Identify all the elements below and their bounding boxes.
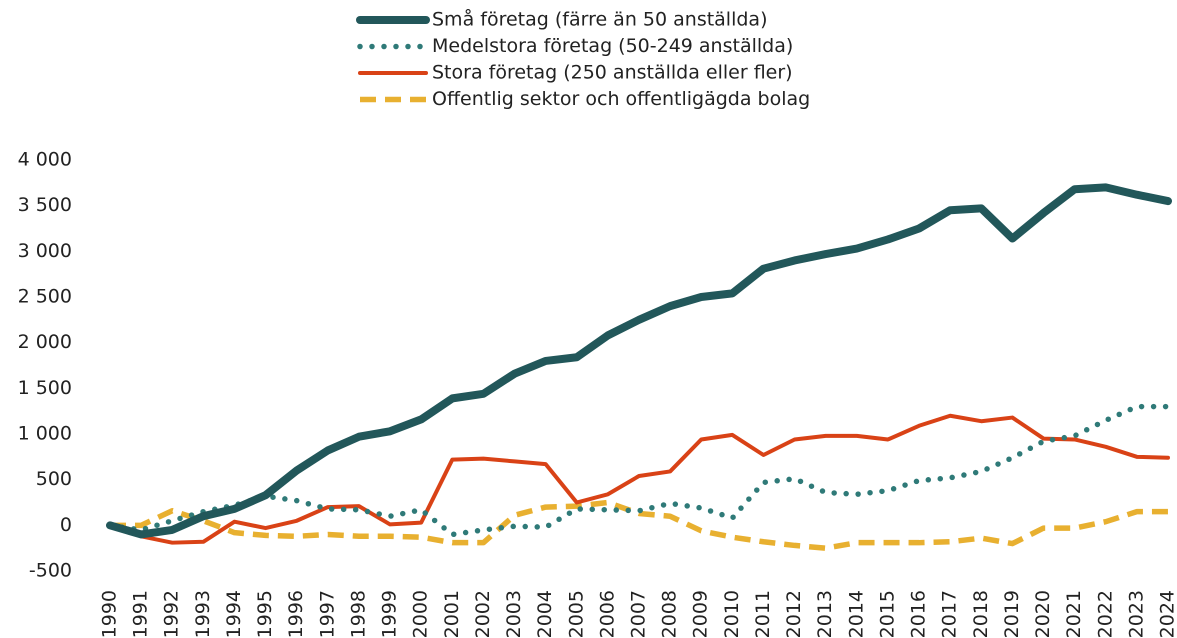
series-line <box>106 183 1172 539</box>
series-line <box>110 499 1168 551</box>
x-tick-label: 2010 <box>721 590 743 638</box>
x-tick-label: 2021 <box>1063 590 1085 638</box>
x-tick-label: 2002 <box>472 590 494 638</box>
x-tick-label: 2006 <box>596 590 618 638</box>
x-tick-label: 1992 <box>161 590 183 638</box>
y-tick-label: 500 <box>36 468 72 490</box>
x-tick-label: 1994 <box>223 590 245 638</box>
x-tick-label: 1999 <box>379 590 401 638</box>
x-tick-label: 2022 <box>1094 590 1116 638</box>
y-tick-label: 1 000 <box>18 423 72 445</box>
legend-label: Medelstora företag (50-249 anställda) <box>432 35 793 57</box>
x-tick-label: 2008 <box>659 590 681 638</box>
legend-label: Offentlig sektor och offentligägda bolag <box>432 88 810 110</box>
series-line <box>107 403 1171 538</box>
x-tick-label: 2001 <box>441 590 463 638</box>
x-tick-label: 2019 <box>1001 590 1023 638</box>
x-tick-label: 2024 <box>1157 590 1177 638</box>
y-tick-label: -500 <box>29 560 72 582</box>
y-tick-label: 4 000 <box>18 149 72 171</box>
legend-label: Stora företag (250 anställda eller fler) <box>432 62 793 84</box>
x-tick-label: 1990 <box>99 590 121 638</box>
x-tick-label: 2014 <box>845 590 867 638</box>
y-tick-label: 1 500 <box>18 377 72 399</box>
x-tick-label: 2013 <box>814 590 836 638</box>
legend-label: Små företag (färre än 50 anställda) <box>432 8 767 31</box>
x-tick-label: 2011 <box>752 590 774 638</box>
x-tick-label: 1991 <box>130 590 152 638</box>
x-tick-label: 2023 <box>1125 590 1147 638</box>
x-tick-label: 2016 <box>908 590 930 638</box>
y-tick-label: 3 000 <box>18 240 72 262</box>
x-tick-label: 1993 <box>192 590 214 638</box>
y-tick-label: 0 <box>60 514 72 536</box>
x-tick-label: 2003 <box>503 590 525 638</box>
x-tick-label: 1997 <box>316 590 338 638</box>
x-tick-label: 1998 <box>347 590 369 638</box>
x-tick-label: 2017 <box>939 590 961 638</box>
x-tick-label: 1996 <box>285 590 307 638</box>
x-tick-label: 2020 <box>1032 590 1054 638</box>
x-tick-label: 2005 <box>565 590 587 638</box>
x-tick-label: 2009 <box>690 590 712 638</box>
y-tick-label: 3 500 <box>18 194 72 216</box>
x-tick-label: 2007 <box>628 590 650 638</box>
x-tick-label: 2012 <box>783 590 805 638</box>
y-tick-label: 2 000 <box>18 331 72 353</box>
series-line <box>108 413 1170 545</box>
y-tick-label: 2 500 <box>18 286 72 308</box>
x-tick-label: 2000 <box>410 590 432 638</box>
x-tick-label: 2015 <box>876 590 898 638</box>
x-tick-label: 2004 <box>534 590 556 638</box>
x-tick-label: 1995 <box>254 590 276 638</box>
x-tick-label: 2018 <box>970 590 992 638</box>
